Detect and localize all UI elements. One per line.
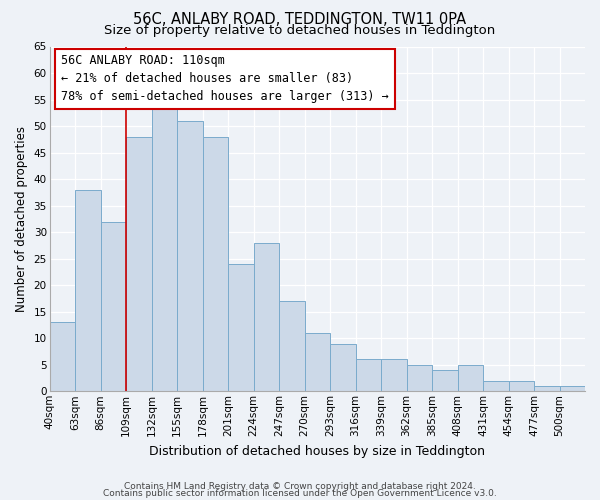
Bar	[152, 105, 177, 392]
Bar	[75, 190, 101, 392]
Text: 56C, ANLABY ROAD, TEDDINGTON, TW11 0PA: 56C, ANLABY ROAD, TEDDINGTON, TW11 0PA	[133, 12, 467, 28]
Text: Contains public sector information licensed under the Open Government Licence v3: Contains public sector information licen…	[103, 490, 497, 498]
Bar	[126, 136, 152, 392]
Text: 56C ANLABY ROAD: 110sqm
← 21% of detached houses are smaller (83)
78% of semi-de: 56C ANLABY ROAD: 110sqm ← 21% of detache…	[61, 54, 389, 104]
Bar	[381, 360, 407, 392]
Bar	[534, 386, 560, 392]
Bar	[509, 380, 534, 392]
X-axis label: Distribution of detached houses by size in Teddington: Distribution of detached houses by size …	[149, 444, 485, 458]
Bar	[203, 136, 228, 392]
Bar	[356, 360, 381, 392]
Text: Size of property relative to detached houses in Teddington: Size of property relative to detached ho…	[104, 24, 496, 37]
Bar	[279, 301, 305, 392]
Bar	[458, 364, 483, 392]
Bar	[432, 370, 458, 392]
Text: Contains HM Land Registry data © Crown copyright and database right 2024.: Contains HM Land Registry data © Crown c…	[124, 482, 476, 491]
Bar	[50, 322, 75, 392]
Bar	[483, 380, 509, 392]
Bar	[407, 364, 432, 392]
Bar	[101, 222, 126, 392]
Y-axis label: Number of detached properties: Number of detached properties	[15, 126, 28, 312]
Bar	[228, 264, 254, 392]
Bar	[305, 333, 330, 392]
Bar	[330, 344, 356, 392]
Bar	[177, 121, 203, 392]
Bar	[254, 243, 279, 392]
Bar	[560, 386, 585, 392]
